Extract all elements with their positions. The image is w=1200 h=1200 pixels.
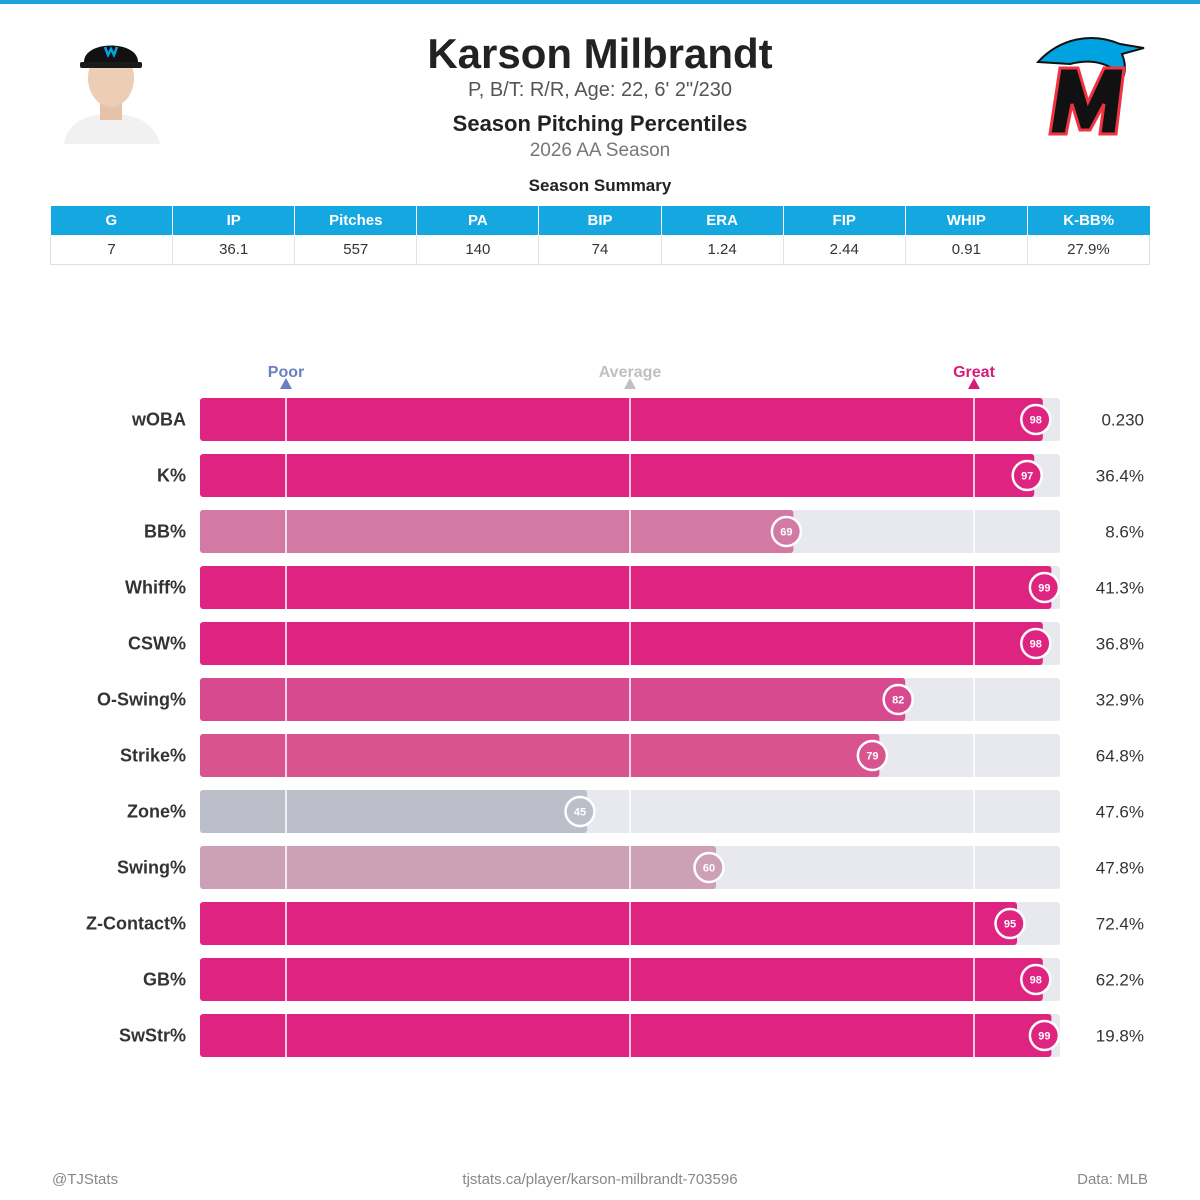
player-headshot-icon [56, 22, 166, 144]
percentile-value: 98 [1030, 975, 1042, 987]
summary-header-row: G IP Pitches PA BIP ERA FIP WHIP K-BB% [50, 206, 1150, 235]
stat-value: 0.230 [1101, 411, 1144, 430]
summary-caption: Season Summary [528, 176, 672, 195]
metric-label: Strike% [120, 746, 186, 766]
summary-col-header: BIP [538, 206, 662, 235]
metric-label: O-Swing% [97, 690, 186, 710]
scale-label: Average [599, 364, 662, 381]
scale-label: Poor [268, 364, 304, 381]
stat-value: 47.6% [1096, 803, 1144, 822]
percentile-value: 69 [780, 527, 792, 539]
metric-label: GB% [143, 970, 186, 990]
percentile-value: 82 [892, 695, 904, 707]
percentile-bar [200, 566, 1052, 609]
percentile-value: 99 [1038, 1031, 1050, 1043]
metric-label: Z-Contact% [86, 914, 186, 934]
season-label: 2026 AA Season [529, 140, 671, 161]
percentile-value: 95 [1004, 919, 1016, 931]
metric-label: BB% [144, 522, 186, 542]
percentile-value: 45 [574, 807, 586, 819]
metric-label: wOBA [131, 410, 186, 430]
percentile-marker [770, 515, 803, 548]
summary-cell: 140 [416, 235, 540, 265]
summary-cell: 2.44 [783, 235, 906, 265]
section-title: Season Pitching Percentiles [452, 111, 748, 136]
percentile-bar [200, 958, 1043, 1001]
scale-marker-icon [280, 378, 292, 389]
percentile-value: 98 [1030, 639, 1042, 651]
player-name: Karson Milbrandt [427, 30, 773, 77]
percentile-bar [200, 398, 1043, 441]
season-summary-table: G IP Pitches PA BIP ERA FIP WHIP K-BB% 7… [49, 206, 1151, 265]
summary-cell: 74 [538, 235, 662, 265]
metric-label: Swing% [117, 858, 186, 878]
percentile-marker [1028, 1019, 1061, 1052]
player-bio: P, B/T: R/R, Age: 22, 6' 2"/230 [467, 79, 733, 101]
percentile-bar [200, 454, 1035, 497]
metric-label: Whiff% [125, 578, 186, 598]
percentile-bar [200, 678, 906, 721]
stat-value: 72.4% [1096, 915, 1144, 934]
stat-value: 36.4% [1096, 467, 1144, 486]
footer-credit: @TJStats [52, 1171, 119, 1188]
summary-col-header: K-BB% [1027, 206, 1150, 235]
metric-label: CSW% [128, 634, 186, 654]
percentile-bar [200, 510, 794, 553]
percentile-bar [200, 846, 716, 889]
percentile-value: 79 [866, 751, 878, 763]
summary-col-header: Pitches [294, 206, 418, 235]
summary-cell: 27.9% [1027, 235, 1151, 265]
percentile-marker [882, 683, 914, 716]
summary-value-row: 7 36.1 557 140 74 1.24 2.44 0.91 27.9% [49, 235, 1151, 265]
percentile-value: 97 [1021, 471, 1033, 483]
stat-value: 41.3% [1096, 579, 1144, 598]
percentile-marker [1011, 459, 1043, 492]
stat-value: 62.2% [1096, 971, 1144, 990]
percentile-value: 98 [1030, 415, 1042, 427]
marlins-logo-icon [1035, 37, 1145, 136]
stat-value: 32.9% [1096, 691, 1144, 710]
percentile-bar [200, 734, 880, 777]
percentile-marker [856, 739, 889, 772]
summary-cell: 36.1 [172, 235, 296, 265]
percentile-marker [1020, 963, 1052, 996]
metric-label: Zone% [127, 802, 186, 822]
summary-col-header: IP [172, 206, 296, 235]
percentile-marker [564, 795, 596, 828]
percentile-marker [994, 907, 1026, 940]
scale-label: Great [953, 364, 995, 381]
summary-col-header: WHIP [905, 206, 1028, 235]
stat-value: 19.8% [1096, 1027, 1144, 1046]
stat-value: 36.8% [1096, 635, 1144, 654]
stat-value: 47.8% [1096, 859, 1144, 878]
scale-marker-icon [968, 378, 980, 389]
percentile-marker [1020, 403, 1052, 436]
scale-marker-icon [624, 378, 636, 389]
summary-col-header: PA [416, 206, 540, 235]
percentile-value: 60 [703, 863, 715, 875]
stat-value: 64.8% [1096, 747, 1144, 766]
summary-col-header: ERA [661, 206, 784, 235]
percentile-bar [200, 790, 587, 833]
percentile-bar [200, 622, 1043, 665]
percentile-bar [200, 902, 1017, 945]
percentile-value: 99 [1038, 583, 1050, 595]
percentile-chart: Poor Average Great wOBA 98 0.230 K% 97 36.4% BB% 6… [86, 364, 1144, 1057]
metric-label: SwStr% [119, 1026, 186, 1046]
summary-col-header: FIP [783, 206, 906, 235]
top-accent-bar [0, 0, 1200, 4]
percentile-bar [200, 1014, 1052, 1057]
percentile-marker [1020, 627, 1052, 660]
percentile-marker [1028, 571, 1061, 604]
summary-col-header: G [50, 206, 174, 235]
stat-value: 8.6% [1105, 523, 1144, 542]
summary-cell: 0.91 [905, 235, 1028, 265]
summary-cell: 1.24 [661, 235, 784, 265]
summary-cell: 7 [49, 235, 174, 265]
metric-label: K% [157, 466, 186, 486]
summary-cell: 557 [294, 235, 418, 265]
percentile-marker [693, 851, 725, 884]
footer-source: Data: MLB [1077, 1171, 1148, 1188]
footer-url: tjstats.ca/player/karson-milbrandt-70359… [462, 1171, 738, 1188]
